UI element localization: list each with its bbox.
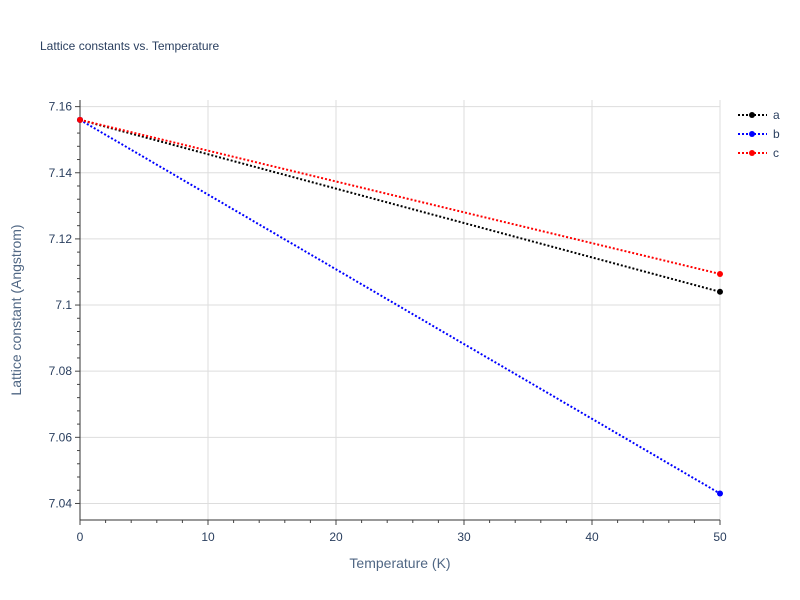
x-axis-title: Temperature (K)	[349, 555, 450, 571]
series-layer	[77, 116, 723, 497]
series-line-c	[79, 118, 721, 275]
y-tick-label: 7.1	[55, 298, 72, 312]
data-point-c	[77, 116, 83, 123]
legend-item-a[interactable]: a	[738, 108, 780, 122]
x-tick-label: 10	[201, 530, 215, 544]
series-line-b	[79, 118, 721, 495]
x-tick-label: 50	[713, 530, 727, 544]
legend-label: c	[773, 146, 779, 160]
x-tick-label: 0	[77, 530, 84, 544]
y-tick-label: 7.06	[49, 430, 73, 444]
chart-title: Lattice constants vs. Temperature	[40, 39, 220, 53]
y-tick-label: 7.14	[49, 166, 73, 180]
legend-swatch-marker	[749, 131, 755, 137]
legend-item-b[interactable]: b	[738, 127, 780, 141]
data-point-b	[717, 490, 723, 497]
legend-label: a	[773, 108, 780, 122]
y-tick-label: 7.12	[49, 232, 73, 246]
y-tick-label: 7.16	[49, 100, 73, 114]
y-tick-label: 7.08	[49, 364, 73, 378]
grid	[80, 100, 721, 520]
y-tick-label: 7.04	[49, 496, 73, 510]
series-line-a	[79, 118, 721, 293]
x-tick-label: 20	[329, 530, 343, 544]
y-axis-title: Lattice constant (Angstrom)	[8, 224, 24, 395]
legend[interactable]: abc	[738, 108, 780, 160]
data-point-c	[717, 270, 723, 277]
legend-item-c[interactable]: c	[738, 146, 779, 160]
legend-swatch-marker	[749, 112, 755, 118]
legend-label: b	[773, 127, 780, 141]
x-tick-label: 40	[585, 530, 599, 544]
x-tick-label: 30	[457, 530, 471, 544]
legend-swatch-marker	[749, 150, 755, 156]
data-point-a	[717, 288, 723, 295]
axes	[75, 100, 721, 525]
tick-labels: 0 10 20 30 40 50 7.04 7.06 7.08 7.1 7.12 7.14 7.16	[49, 100, 727, 544]
